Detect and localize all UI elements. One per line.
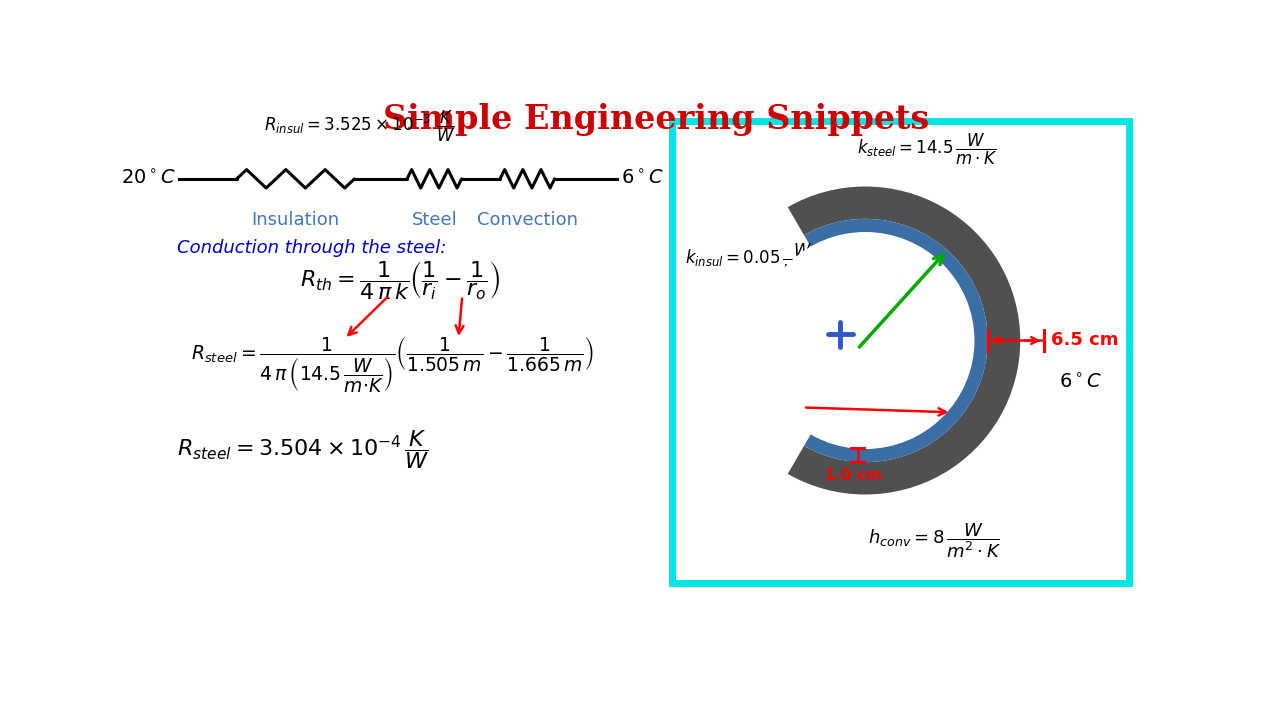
Text: $6^\circ C$: $6^\circ C$ [621, 169, 664, 189]
Wedge shape [804, 219, 988, 462]
Wedge shape [787, 186, 1020, 495]
Text: $R_{insul} = 3.525 \times 10^{-3}\ \dfrac{K}{W}$: $R_{insul} = 3.525 \times 10^{-3}\ \dfra… [265, 109, 456, 144]
Text: $k_{insul} = 0.05\,\dfrac{W}{m \cdot K}$: $k_{insul} = 0.05\,\dfrac{W}{m \cdot K}$ [686, 242, 824, 277]
Text: Convection: Convection [477, 211, 577, 229]
Text: $20^\circ C$: $20^\circ C$ [791, 405, 842, 423]
Text: $h_{conv} = 8\,\dfrac{W}{m^2 \cdot K}$: $h_{conv} = 8\,\dfrac{W}{m^2 \cdot K}$ [868, 521, 1001, 560]
Text: 1.0 cm: 1.0 cm [826, 468, 882, 483]
Text: Conduction through the steel:: Conduction through the steel: [177, 239, 447, 257]
Bar [672, 121, 1129, 583]
Text: 6.5 cm: 6.5 cm [1051, 331, 1119, 349]
Text: $R_{steel} = \dfrac{1}{4\,\pi\,\left(14.5\,\dfrac{W}{m{\cdot}K}\right)}\left(\df: $R_{steel} = \dfrac{1}{4\,\pi\,\left(14.… [191, 333, 594, 394]
Text: $20^\circ C$: $20^\circ C$ [120, 169, 175, 189]
Text: Insulation: Insulation [252, 211, 339, 229]
Text: $6^\circ C$: $6^\circ C$ [1059, 373, 1102, 392]
Text: $k_{steel} = 14.5\,\dfrac{W}{m \cdot K}$: $k_{steel} = 14.5\,\dfrac{W}{m \cdot K}$ [858, 132, 997, 167]
Text: Steel: Steel [411, 211, 457, 229]
Text: $R_{th} = \dfrac{1}{4\,\pi\, k}\left(\dfrac{1}{r_i} - \dfrac{1}{r_o}\right)$: $R_{th} = \dfrac{1}{4\,\pi\, k}\left(\df… [301, 259, 500, 302]
Text: $R_{steel} = 3.504 \times 10^{-4}\,\dfrac{K}{W}$: $R_{steel} = 3.504 \times 10^{-4}\,\dfra… [177, 428, 430, 472]
Text: Simple Engineering Snippets: Simple Engineering Snippets [383, 104, 929, 136]
Circle shape [756, 233, 974, 449]
